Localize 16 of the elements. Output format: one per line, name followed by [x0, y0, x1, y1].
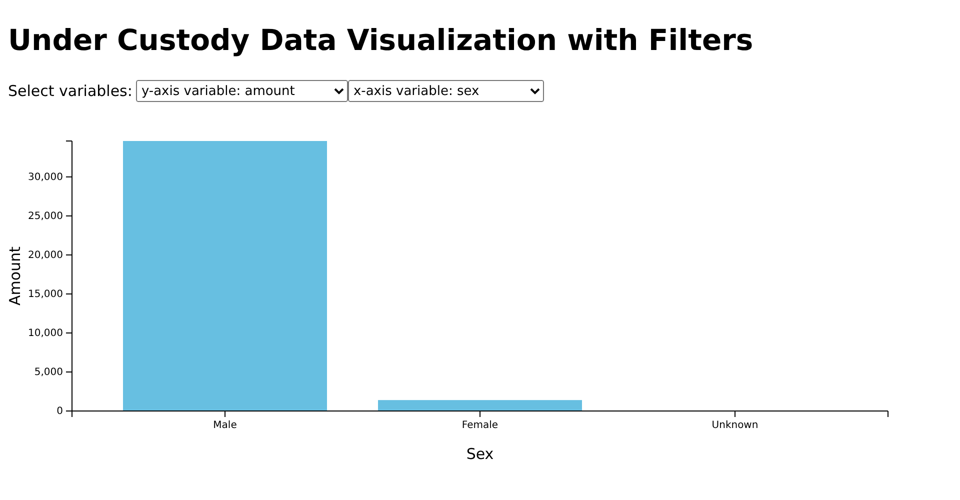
text: y-axis variable: amount: [136, 80, 348, 102]
x-tick-label: Female: [462, 420, 498, 431]
x-tick-label: Male: [213, 420, 237, 431]
y-tick-label: 0: [56, 406, 63, 418]
y-tick-label: 30,000: [28, 172, 63, 184]
x-tick-label: Unknown: [712, 420, 758, 431]
y-tick-label: 25,000: [28, 211, 63, 222]
y-tick-label: 10,000: [28, 328, 63, 340]
text: Select variables:: [8, 82, 132, 100]
y-tick-label: 20,000: [28, 250, 63, 262]
y-axis-title: Amount: [6, 246, 24, 306]
chart-title: Under Custody Data Visualization with Filters: [8, 22, 754, 59]
y-tick-label: 15,000: [28, 289, 63, 300]
y-tick-label: 5,000: [34, 367, 63, 378]
text: x-axis variable: sex: [348, 80, 544, 102]
x-axis-title: Sex: [466, 445, 494, 463]
